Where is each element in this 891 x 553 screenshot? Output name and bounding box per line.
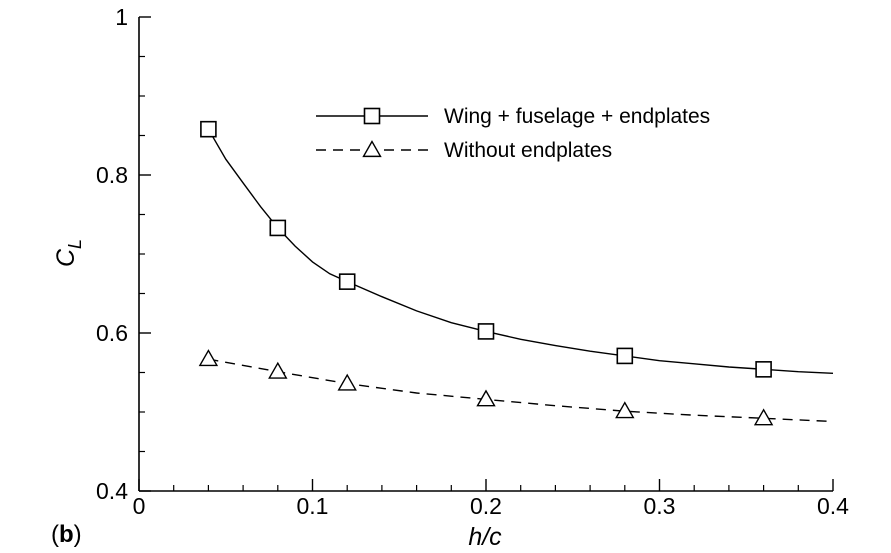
x-tick-label: 0	[133, 493, 146, 519]
x-axis-label: h/c	[468, 523, 502, 551]
x-tick-label: 0.2	[470, 493, 502, 519]
square-marker	[269, 219, 287, 237]
triangle-marker	[268, 361, 288, 379]
square-marker	[755, 361, 772, 378]
series-1-line	[207, 128, 834, 374]
y-axis-label-subscript: L	[65, 239, 85, 249]
panel-label-part: b	[59, 521, 74, 548]
series-layer	[198, 120, 834, 426]
panel-label-part: (	[51, 521, 59, 548]
legend-label: Without endplates	[444, 139, 612, 162]
triangle-marker	[753, 408, 774, 426]
triangle-marker	[337, 373, 357, 391]
square-marker	[616, 347, 634, 365]
square-marker	[363, 107, 381, 125]
triangle-marker	[198, 349, 219, 367]
series-1	[200, 120, 834, 378]
series-2	[198, 349, 834, 426]
x-tick-label: 0.4	[817, 493, 849, 519]
square-marker	[477, 323, 495, 340]
square-marker	[338, 273, 356, 290]
legend-label: Wing + fuselage + endplates	[444, 105, 710, 128]
series-2-line	[208, 358, 834, 423]
triangle-marker	[615, 401, 635, 419]
panel-label: (b)	[51, 521, 82, 548]
panel-label-part: )	[74, 521, 82, 548]
triangle-marker	[476, 389, 496, 407]
y-axis-label-base: C	[52, 248, 80, 267]
triangle-marker	[362, 140, 382, 158]
ticks: 0 0.1 0.2 0.3 0.4 0.4 0.6 0.8 1	[96, 4, 849, 519]
y-axis-label: CL	[52, 239, 85, 267]
y-tick-label: 1	[115, 4, 128, 30]
y-tick-label: 0.8	[96, 162, 128, 188]
y-tick-label: 0.6	[96, 320, 128, 346]
axes	[138, 17, 833, 492]
x-tick-label: 0.3	[644, 493, 676, 519]
square-marker	[200, 120, 217, 138]
y-tick-label: 0.4	[96, 478, 128, 504]
x-tick-label: 0.1	[297, 493, 329, 519]
legend: Wing + fuselage + endplates Without endpl…	[316, 105, 710, 162]
